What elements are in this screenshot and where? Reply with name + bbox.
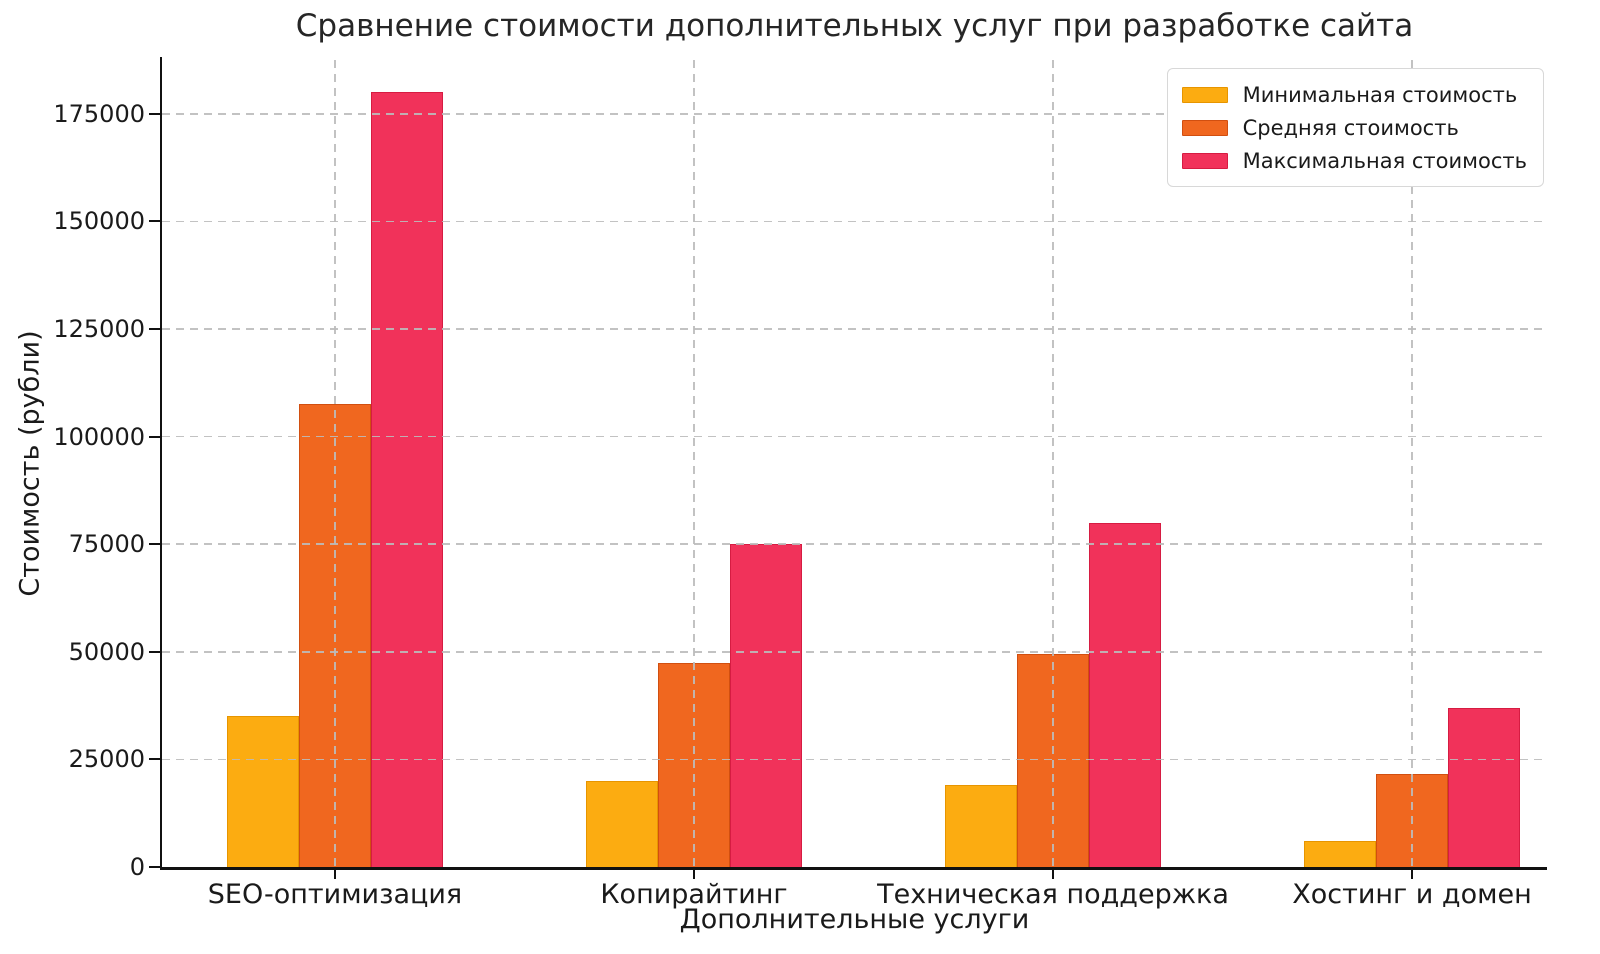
grid-layer [162, 60, 1547, 867]
y-tick-label: 100000 [53, 422, 145, 451]
gridline-vertical [693, 60, 695, 867]
y-tick-mark [149, 650, 160, 653]
legend-item: Максимальная стоимость [1181, 144, 1527, 177]
x-tick-mark [1411, 869, 1413, 879]
y-tick-mark [149, 112, 160, 115]
x-axis-label: Дополнительные услуги [679, 904, 1030, 935]
legend-item: Средняя стоимость [1181, 111, 1527, 144]
gridline-vertical [1411, 60, 1413, 867]
y-tick-mark [149, 220, 160, 223]
y-axis-spine [159, 57, 162, 870]
legend-label: Средняя стоимость [1242, 115, 1459, 140]
bar-0-1 [586, 780, 658, 867]
x-tick-mark [1052, 869, 1054, 879]
x-tick-label: Техническая поддержка [877, 879, 1229, 910]
bar-0-0 [227, 716, 299, 867]
bar-0-2 [945, 785, 1017, 867]
bar-2-2 [1089, 522, 1161, 867]
x-tick-label: SEO-оптимизация [207, 879, 463, 910]
y-tick-label: 150000 [53, 207, 145, 236]
legend-swatch [1181, 152, 1228, 169]
gridline-horizontal [162, 758, 1547, 761]
plot-area: 0 25000 50000 75000 100000 125000 150000 175000… [53, 57, 1547, 910]
gridline-horizontal [162, 435, 1547, 438]
gridline-horizontal [162, 220, 1547, 223]
y-tick-mark [149, 435, 160, 438]
bar-0-3 [1304, 841, 1376, 867]
y-tick-mark [149, 758, 160, 761]
x-tick-label: Хостинг и домен [1292, 879, 1532, 910]
legend-label: Максимальная стоимость [1242, 148, 1527, 173]
y-tick-label: 0 [129, 853, 145, 881]
gridline-horizontal [162, 113, 1547, 115]
y-tick-label: 25000 [68, 745, 145, 774]
bar-2-3 [1448, 707, 1520, 867]
gridline-vertical [334, 60, 336, 867]
gridline-horizontal [162, 543, 1547, 545]
bar-2-1 [730, 544, 802, 867]
legend-swatch [1181, 119, 1228, 136]
y-tick-label: 50000 [68, 637, 145, 666]
y-tick-mark [149, 543, 160, 546]
chart-title: Сравнение стоимости дополнительных услуг… [295, 8, 1414, 44]
x-axis-spine [159, 867, 1547, 870]
legend-item: Минимальная стоимость [1181, 78, 1527, 111]
y-tick-label: 75000 [68, 530, 145, 559]
y-tick-mark [149, 328, 160, 330]
gridline-horizontal [162, 651, 1547, 653]
y-tick-mark [149, 866, 160, 868]
legend-label: Минимальная стоимость [1242, 82, 1518, 107]
y-tick-label: 175000 [53, 99, 145, 128]
x-tick-mark [693, 869, 695, 879]
gridline-vertical [1052, 60, 1054, 867]
x-tick-label: Копирайтинг [600, 879, 788, 910]
gridline-horizontal [162, 328, 1547, 330]
legend-swatch [1181, 86, 1228, 103]
y-tick-label: 125000 [53, 315, 145, 343]
legend: Минимальная стоимость Средняя стоимость Ма… [1166, 68, 1544, 187]
ticks-layer: 0 25000 50000 75000 100000 125000 150000 175000… [53, 60, 1547, 910]
x-tick-mark [334, 869, 336, 879]
